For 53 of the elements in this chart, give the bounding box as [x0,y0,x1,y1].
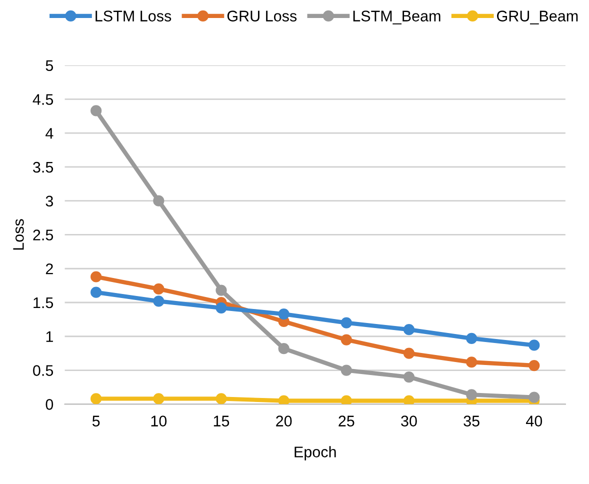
point [278,343,290,354]
y-tick-label: 5 [46,60,54,72]
y-tick-label: 4.5 [32,94,54,105]
point [278,395,290,404]
point [90,105,102,116]
legend-label: LSTM_Beam [353,10,440,24]
x-tick-label: 10 [151,416,167,426]
y-tick-label: 0.5 [33,365,54,376]
point [153,296,164,307]
x-tick-label: 35 [464,416,480,426]
point [466,389,478,400]
y-tick-label: 1.5 [34,298,54,308]
point [153,283,164,295]
point [153,393,164,404]
point [153,195,164,206]
legend-label: GRU_Beam [497,10,578,24]
point [216,393,227,404]
y-tick-label: 3.5 [33,162,54,173]
x-tick-label: 15 [214,416,230,426]
point [90,393,102,404]
point [90,271,102,282]
y-axis-title: Loss [13,219,24,250]
point [403,324,415,336]
point [340,395,352,404]
point [403,371,415,383]
x-tick-label: 20 [276,416,292,426]
point [466,332,478,344]
y-tick-label: 4 [46,128,54,139]
y-tick-label: 2 [46,263,53,274]
point [340,364,352,376]
y-tick-label: 0 [46,399,54,410]
point [216,302,227,314]
point [216,284,227,296]
point [528,392,540,403]
x-tick-label: 30 [401,416,417,426]
point [278,308,290,320]
y-tick-label: 3 [46,196,54,207]
legend-label: LSTM Loss [96,10,172,22]
legend-label: GRU Loss [227,10,297,22]
point [340,334,352,346]
point [403,348,415,359]
x-axis-title: Epoch [294,446,336,460]
point [90,286,102,298]
x-tick-label: 40 [526,416,542,426]
x-tick-label: 5 [92,416,100,426]
y-tick-label: 1 [46,331,53,342]
point [340,317,352,328]
x-tick-label: 25 [338,416,354,426]
y-tick-label: 2.5 [33,230,54,240]
point [403,395,415,404]
point [466,356,478,368]
point [528,360,540,372]
point [528,340,540,351]
